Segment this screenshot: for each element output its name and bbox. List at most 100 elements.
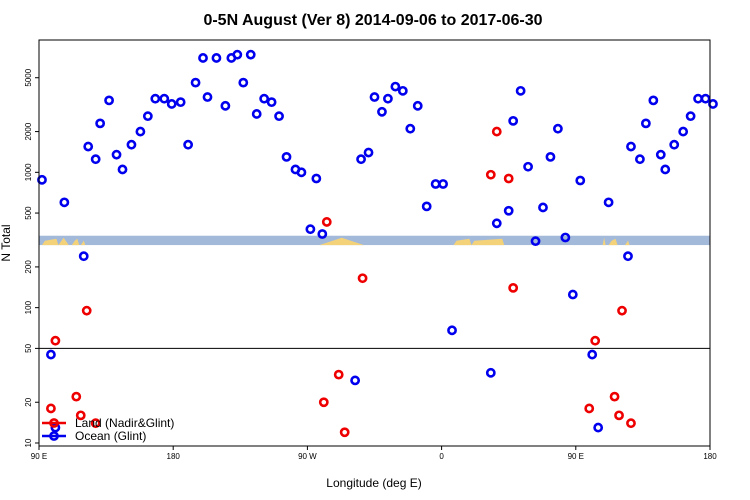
data-point-ocean (545, 151, 556, 162)
data-point-ocean (104, 95, 114, 106)
data-point-ocean (111, 149, 122, 160)
data-point-ocean (523, 161, 533, 172)
data-point-ocean (363, 147, 374, 158)
data-point-ocean (660, 164, 671, 175)
data-point-ocean (166, 99, 177, 109)
data-point-ocean (369, 92, 380, 102)
y-tick-label: 5000 (24, 68, 33, 86)
data-point-ocean (515, 85, 526, 96)
data-point-ocean (59, 197, 70, 208)
data-point-land (617, 305, 627, 316)
data-point-ocean (678, 126, 689, 137)
x-tick-label: 90 W (298, 452, 317, 461)
data-point-land (357, 273, 368, 284)
data-point-ocean (538, 202, 548, 213)
data-point-ocean (648, 95, 659, 106)
band-land-patch (602, 237, 606, 246)
data-point-ocean (211, 53, 222, 63)
data-point-ocean (95, 118, 106, 129)
legend-swatch-marker (49, 418, 59, 428)
data-point-land (584, 403, 595, 414)
data-point-ocean (485, 367, 496, 378)
data-point-land (46, 403, 56, 414)
x-tick-label: 180 (703, 452, 717, 461)
data-point-ocean (117, 164, 128, 175)
band-land-patch (625, 238, 630, 246)
data-point-ocean (405, 123, 416, 134)
legend-label: Land (Nadir&Glint) (75, 416, 174, 430)
data-point-ocean (281, 151, 292, 162)
data-point-ocean (46, 349, 56, 360)
legend: Land (Nadir&Glint)Ocean (Glint) (42, 416, 174, 443)
data-point-ocean (296, 167, 307, 178)
data-point-ocean (356, 154, 366, 165)
data-point-ocean (175, 97, 186, 108)
data-point-ocean (530, 236, 541, 247)
data-point-ocean (587, 349, 598, 360)
data-point-ocean (245, 49, 256, 60)
data-point-ocean (669, 139, 680, 150)
x-tick-label: 0 (439, 452, 444, 461)
y-tick-label: 100 (24, 300, 33, 314)
data-point-land (339, 427, 350, 438)
data-point-ocean (238, 77, 249, 88)
data-point-ocean (508, 115, 519, 126)
data-point-land (333, 369, 344, 380)
x-axis: 90 E 180 90 W 0 90 E 180 (31, 446, 717, 461)
data-point-land (503, 173, 514, 184)
data-point-ocean (78, 251, 89, 262)
y-tick-label: 50 (24, 343, 33, 352)
data-point-ocean (700, 93, 711, 104)
y-tick-label: 500 (24, 206, 33, 220)
data-point-land (90, 418, 101, 429)
band-land-patch (453, 238, 472, 246)
y-tick-label: 2000 (24, 122, 33, 140)
data-point-ocean (350, 375, 361, 386)
data-point-ocean (90, 154, 101, 165)
data-point-ocean (390, 81, 401, 92)
data-point-ocean (635, 154, 645, 165)
data-point-ocean (491, 218, 502, 229)
data-point-ocean (412, 100, 423, 111)
data-point-ocean (220, 100, 231, 111)
data-point-ocean (397, 85, 408, 96)
data-point-ocean (708, 99, 718, 109)
x-tick-label: 90 E (31, 452, 47, 461)
data-point-ocean (190, 77, 201, 88)
plot-area (38, 39, 711, 447)
data-point-ocean (567, 289, 578, 300)
data-point-ocean (603, 197, 614, 208)
data-point-ocean (430, 179, 441, 189)
data-point-land (50, 335, 61, 346)
data-point-land (81, 305, 92, 316)
data-point-ocean (202, 92, 213, 102)
data-point-ocean (232, 49, 243, 60)
data-point-ocean (37, 174, 47, 185)
reference-band (39, 235, 710, 246)
data-point-ocean (150, 93, 161, 104)
x-tick-label: 90 E (568, 452, 584, 461)
y-tick-label: 20 (24, 397, 33, 406)
y-tick-label: 1000 (24, 163, 33, 181)
data-point-land (614, 410, 624, 421)
data-point-ocean (655, 149, 666, 160)
data-point-land (626, 418, 636, 429)
data-point-ocean (274, 111, 284, 122)
y-axis-label: N Total (0, 224, 13, 261)
band-land-patch (80, 238, 86, 246)
data-point-ocean (447, 325, 457, 336)
band-ocean (39, 235, 710, 246)
band-land-patch (58, 237, 69, 246)
data-point-ocean (259, 93, 270, 104)
data-point-ocean (126, 139, 137, 150)
band-land-patch (71, 238, 80, 246)
data-point-ocean (626, 141, 636, 152)
data-point-ocean (421, 201, 432, 212)
data-point-ocean (251, 109, 262, 119)
data-point-ocean (640, 118, 651, 129)
data-point-land (491, 126, 502, 137)
data-point-ocean (593, 422, 604, 433)
data-point-ocean (560, 232, 571, 243)
data-point-land (321, 217, 332, 227)
